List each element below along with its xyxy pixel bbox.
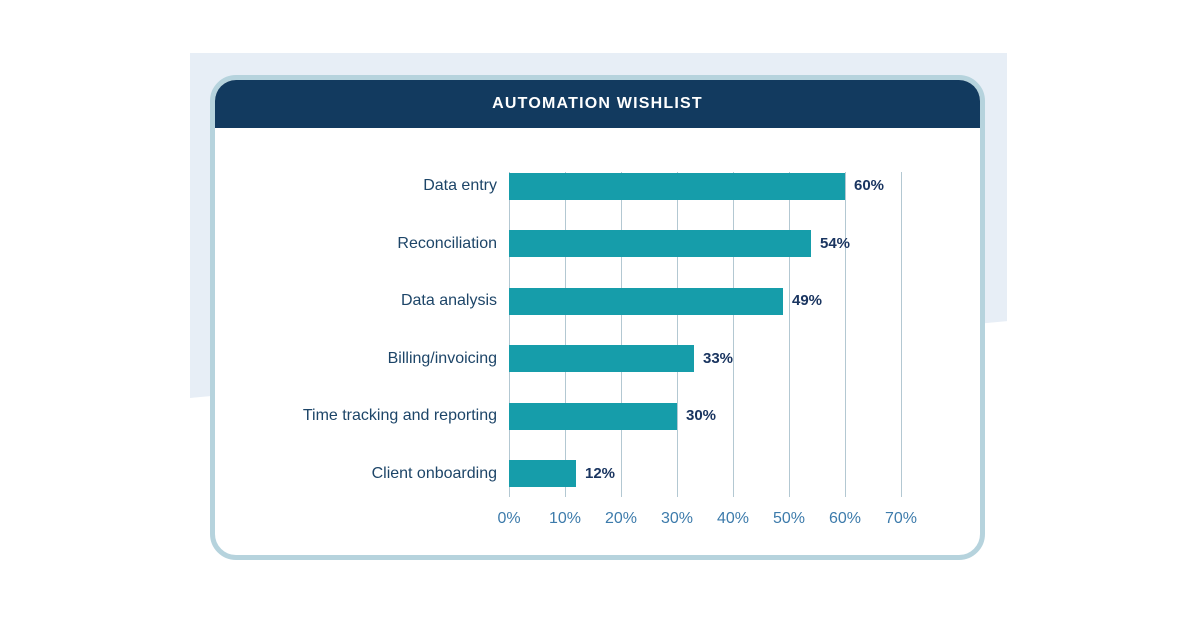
chart-title: AUTOMATION WISHLIST — [492, 95, 703, 112]
grid-line — [509, 172, 510, 497]
x-tick-label: 70% — [884, 510, 918, 527]
bar-value-label: 33% — [703, 349, 734, 367]
bar-chart: 60% 54% 49% 33% 30% 12% 0% 10% 20% 30% 40% 50% 60% 7… — [215, 80, 980, 555]
bar — [509, 172, 845, 200]
x-tick-label: 50% — [772, 510, 806, 527]
plot-area: 60% 54% 49% 33% 30% 12% — [509, 172, 902, 497]
x-tick-label: 40% — [716, 510, 750, 527]
bar — [509, 230, 811, 257]
bar — [509, 402, 677, 430]
grid-line — [677, 172, 678, 497]
bar-value-label: 60% — [854, 177, 885, 194]
bar-value-label: 30% — [686, 407, 717, 424]
x-tick-label: 0% — [497, 510, 521, 527]
grid-line — [621, 172, 622, 497]
grid-line — [901, 172, 902, 497]
category-label: Billing/invoicing — [387, 349, 497, 367]
grid-line — [733, 172, 734, 497]
grid-line — [789, 172, 790, 497]
category-label: Reconciliation — [397, 234, 497, 252]
bar — [509, 287, 783, 315]
grid-line — [565, 172, 566, 497]
category-label: Time tracking and reporting — [302, 407, 497, 424]
chart-card: AUTOMATION WISHLIST 60% 54% 49% 33% 30% 12% 0… — [210, 75, 985, 560]
bar-value-label: 54% — [820, 234, 851, 252]
bar-value-label: 49% — [792, 292, 823, 309]
grid-line — [845, 172, 846, 497]
x-tick-label: 60% — [828, 510, 862, 527]
bar — [509, 345, 694, 372]
x-tick-label: 30% — [660, 510, 694, 527]
x-tick-label: 10% — [548, 510, 582, 527]
x-tick-label: 20% — [604, 510, 638, 527]
category-label: Data analysis — [400, 292, 497, 309]
bar — [509, 460, 576, 487]
category-label: Client onboarding — [371, 464, 497, 482]
card-header: AUTOMATION WISHLIST — [215, 80, 980, 128]
bar-value-label: 12% — [585, 464, 616, 482]
category-label: Data entry — [423, 177, 497, 194]
